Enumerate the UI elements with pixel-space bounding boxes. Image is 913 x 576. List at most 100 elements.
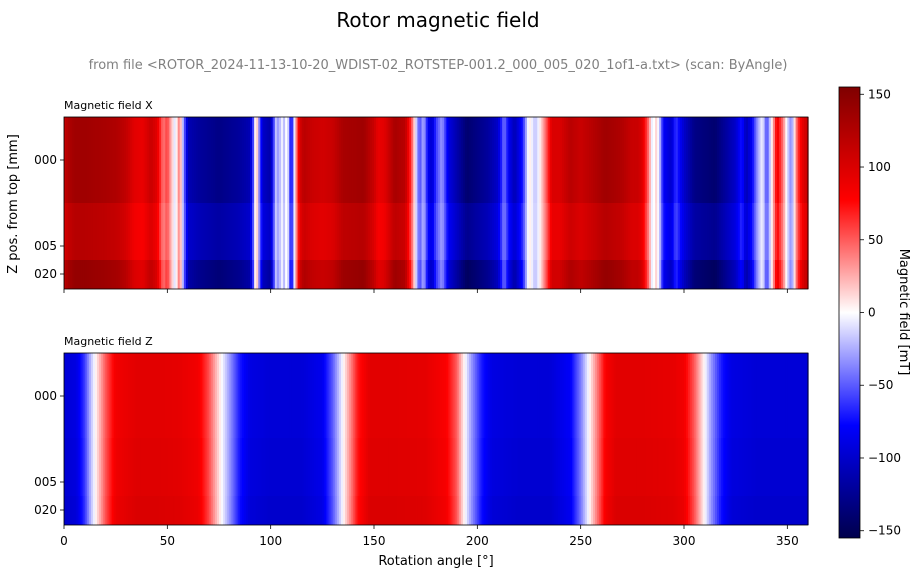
heatmap-cell	[793, 496, 797, 525]
heatmap-cell	[225, 353, 228, 438]
heatmap-cell	[514, 117, 518, 203]
heatmap-cell	[340, 438, 344, 496]
heatmap-cell	[126, 496, 129, 525]
heatmap-cell	[777, 203, 780, 260]
heatmap-cell	[134, 203, 137, 260]
heatmap-cell	[708, 260, 712, 289]
heatmap-cell	[729, 438, 733, 496]
heatmap-cell	[537, 353, 540, 438]
heatmap-cell	[326, 260, 330, 289]
heatmap-cell	[431, 496, 435, 525]
heatmap-cell	[204, 438, 208, 496]
heatmap-cell	[165, 438, 168, 496]
heatmap-cell	[262, 353, 266, 438]
heatmap-cell	[789, 438, 793, 496]
heatmap-cell	[580, 203, 584, 260]
heatmap-cell	[766, 353, 770, 438]
heatmap-cell	[715, 203, 718, 260]
heatmap-cell	[599, 117, 602, 203]
heatmap-cell	[165, 496, 168, 525]
heatmap-cell	[526, 117, 530, 203]
heatmap-cell	[673, 496, 677, 525]
heatmap-cell	[245, 353, 249, 438]
heatmap-cell	[202, 353, 206, 438]
heatmap-cell	[76, 353, 80, 438]
heatmap-cell	[690, 260, 693, 289]
heatmap-cell	[469, 203, 472, 260]
heatmap-cell	[70, 117, 73, 203]
heatmap-cell	[454, 260, 458, 289]
heatmap-cell	[421, 260, 425, 289]
heatmap-cell	[340, 117, 344, 203]
heatmap-cell	[173, 203, 177, 260]
heatmap-cell	[783, 438, 786, 496]
heatmap-cell	[169, 353, 173, 438]
heatmap-cell	[223, 438, 226, 496]
heatmap-cell	[785, 496, 788, 525]
heatmap-cell	[789, 203, 793, 260]
heatmap-cell	[469, 496, 472, 525]
heatmap-cell	[340, 260, 344, 289]
heatmap-cell	[475, 353, 478, 438]
heatmap-cell	[801, 203, 805, 260]
heatmap-cell	[400, 496, 404, 525]
heatmap-cell	[483, 438, 487, 496]
heatmap-cell	[442, 353, 445, 438]
heatmap-cell	[380, 117, 383, 203]
heatmap-cell	[510, 438, 514, 496]
heatmap-cell	[229, 438, 232, 496]
heatmap-cell	[601, 260, 604, 289]
heatmap-cell	[355, 496, 359, 525]
heatmap-cell	[214, 353, 218, 438]
heatmap-cell	[471, 353, 474, 438]
heatmap-cell	[748, 203, 751, 260]
heatmap-cell	[198, 117, 201, 203]
heatmap-cell	[214, 203, 218, 260]
heatmap-cell	[272, 496, 276, 525]
heatmap-cell	[212, 203, 216, 260]
heatmap-cell	[367, 353, 371, 438]
heatmap-cell	[619, 260, 623, 289]
heatmap-cell	[495, 117, 499, 203]
heatmap-cell	[117, 496, 121, 525]
heatmap-cell	[388, 438, 392, 496]
heatmap-cell	[225, 203, 228, 260]
heatmap-cell	[361, 438, 365, 496]
heatmap-cell	[746, 117, 749, 203]
heatmap-cell	[576, 438, 580, 496]
heatmap-cell	[415, 353, 418, 438]
heatmap-cell	[557, 260, 561, 289]
heatmap-cell	[332, 203, 336, 260]
heatmap-cell	[485, 496, 489, 525]
heatmap-cell	[671, 117, 675, 203]
heatmap-cell	[299, 117, 303, 203]
heatmap-cell	[617, 496, 621, 525]
heatmap-cell	[402, 260, 406, 289]
heatmap-cell	[365, 496, 369, 525]
heatmap-cell	[549, 117, 553, 203]
heatmap-cell	[512, 260, 516, 289]
heatmap-cell	[190, 438, 193, 496]
heatmap-cell	[731, 353, 735, 438]
heatmap-cell	[440, 203, 443, 260]
heatmap-cell	[132, 117, 135, 203]
heatmap-cell	[483, 117, 487, 203]
heatmap-cell	[409, 203, 412, 260]
heatmap-cell	[254, 353, 257, 438]
heatmap-cell	[595, 438, 598, 496]
heatmap-cell	[547, 496, 551, 525]
heatmap-cell	[456, 117, 460, 203]
heatmap-cell	[258, 260, 261, 289]
heatmap-cell	[512, 117, 516, 203]
heatmap-cell	[68, 117, 71, 203]
heatmap-cell	[419, 117, 423, 203]
heatmap-cell	[661, 496, 664, 525]
heatmap-cell	[495, 203, 499, 260]
heatmap-cell	[281, 203, 284, 260]
heatmap-cell	[793, 203, 797, 260]
heatmap-cell	[777, 117, 780, 203]
heatmap-cell	[729, 260, 733, 289]
chart-title: Rotor magnetic field	[336, 8, 539, 32]
heatmap-cell	[698, 438, 702, 496]
heatmap-cell	[696, 496, 700, 525]
